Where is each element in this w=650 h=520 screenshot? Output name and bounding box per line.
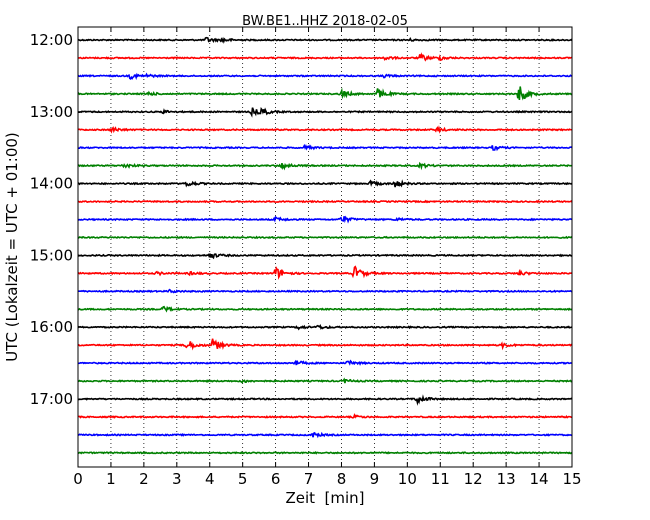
grid-lines	[110, 27, 540, 467]
x-tick-label-0: 0	[73, 470, 83, 488]
trace-1445	[77, 235, 573, 240]
trace-1300	[77, 107, 573, 118]
trace-1200	[77, 36, 573, 44]
trace-1530	[77, 288, 573, 294]
x-tick-label-5: 5	[238, 470, 248, 488]
x-tick-label-1: 1	[106, 470, 116, 488]
trace-1700	[77, 394, 573, 406]
trace-1500	[77, 253, 573, 260]
x-tick-label-14: 14	[530, 470, 549, 488]
trace-1345	[77, 161, 573, 171]
x-tick-label-9: 9	[370, 470, 380, 488]
trace-1600	[77, 323, 573, 331]
trace-1515	[77, 265, 573, 280]
trace-1430	[77, 215, 573, 224]
trace-1615	[77, 338, 573, 351]
trace-1645	[77, 377, 573, 384]
chart-title: BW.BE1..HHZ 2018-02-05	[242, 14, 408, 29]
x-tick-label-6: 6	[271, 470, 281, 488]
y-tick-label-3: 15:00	[30, 246, 73, 264]
y-axis-label: UTC (Lokalzeit = UTC + 01:00)	[3, 132, 21, 362]
x-tick-label-4: 4	[205, 470, 215, 488]
trace-1215	[77, 52, 573, 62]
trace-1715	[77, 413, 573, 419]
trace-1730	[77, 431, 573, 439]
x-tick-label-12: 12	[464, 470, 483, 488]
x-tick-label-3: 3	[172, 470, 182, 488]
trace-layer	[77, 36, 573, 455]
y-tick-label-1: 13:00	[30, 103, 73, 121]
trace-1415	[77, 199, 573, 204]
trace-1245	[77, 86, 573, 101]
y-axis-ticks: 12:00 13:00 14:00 15:00 16:00 17:00	[30, 31, 83, 408]
x-tick-label-2: 2	[139, 470, 149, 488]
x-tick-label-7: 7	[304, 470, 314, 488]
x-tick-label-10: 10	[398, 470, 417, 488]
y-tick-label-2: 14:00	[30, 175, 73, 193]
x-tick-label-8: 8	[337, 470, 347, 488]
trace-1745	[77, 451, 573, 455]
plot-frame	[77, 26, 573, 468]
y-tick-label-5: 17:00	[30, 390, 73, 408]
x-tick-label-13: 13	[497, 470, 516, 488]
x-tick-label-15: 15	[562, 470, 581, 488]
y-tick-label-4: 16:00	[30, 318, 73, 336]
x-axis-ticks: 0 1 2 3 4 5 6 7 8 9 10 11 12 13 14 15	[73, 27, 582, 488]
trace-1545	[77, 305, 573, 313]
trace-1315	[77, 125, 573, 134]
trace-1630	[77, 359, 573, 366]
trace-1230	[77, 72, 573, 81]
x-tick-label-11: 11	[431, 470, 450, 488]
y-tick-label-0: 12:00	[30, 31, 73, 49]
trace-1400	[77, 179, 573, 188]
x-axis-label: Zeit [min]	[285, 489, 364, 507]
trace-1330	[77, 143, 573, 152]
